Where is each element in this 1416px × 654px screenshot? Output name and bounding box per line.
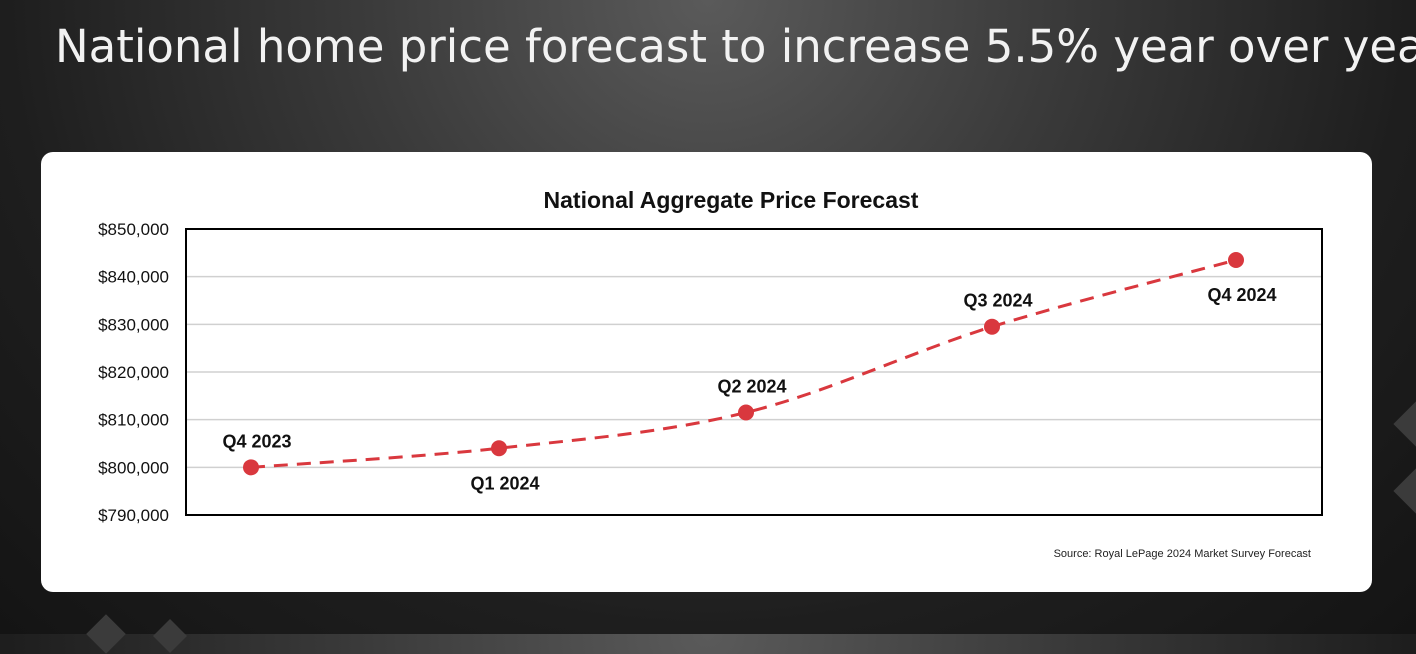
y-tick-label: $800,000 <box>98 458 169 477</box>
point-labels: Q4 2023 Q1 2024 Q2 2024 Q3 2024 Q4 2024 <box>222 285 1276 493</box>
point-label: Q4 2023 <box>222 431 291 451</box>
y-tick-label: $810,000 <box>98 411 169 430</box>
point-label: Q2 2024 <box>717 377 786 397</box>
slide-title: National home price forecast to increase… <box>55 20 1416 73</box>
data-point <box>738 404 754 421</box>
series-line <box>250 258 1237 469</box>
y-tick-label: $790,000 <box>98 506 169 525</box>
chart-source-note: Source: Royal LePage 2024 Market Survey … <box>1054 548 1311 560</box>
chart-card: National Aggregate Price Forecast $850,0… <box>41 152 1372 592</box>
chart-title: National Aggregate Price Forecast <box>544 187 919 213</box>
background-diamond-decoration <box>1393 468 1416 514</box>
data-point <box>1228 251 1244 268</box>
point-label: Q1 2024 <box>470 473 539 493</box>
series-line-path <box>250 258 1237 469</box>
point-label: Q3 2024 <box>963 291 1032 311</box>
background-diamond-decoration <box>153 619 187 653</box>
background-diamond-decoration <box>1393 401 1416 447</box>
background-diamond-decoration <box>86 614 126 654</box>
data-point <box>491 440 507 457</box>
data-point <box>243 459 259 476</box>
y-tick-label: $840,000 <box>98 268 169 287</box>
data-points <box>243 251 1244 476</box>
price-forecast-chart: National Aggregate Price Forecast $850,0… <box>98 187 1323 560</box>
y-tick-label: $820,000 <box>98 363 169 382</box>
data-point <box>984 318 1000 335</box>
point-label: Q4 2024 <box>1207 285 1276 305</box>
y-axis-tick-labels: $850,000 $840,000 $830,000 $820,000 $810,000… <box>98 220 169 525</box>
y-tick-label: $830,000 <box>98 315 169 334</box>
y-tick-label: $850,000 <box>98 220 169 239</box>
gridlines <box>186 275 1322 469</box>
plot-area-frame <box>185 228 1323 516</box>
